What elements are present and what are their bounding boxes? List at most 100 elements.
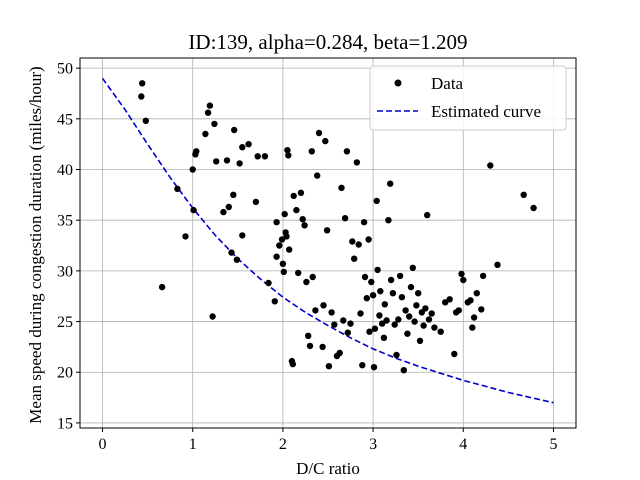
data-point	[261, 153, 269, 160]
data-point	[391, 321, 398, 328]
y-tick-label: 50	[57, 61, 73, 78]
data-point	[225, 203, 232, 211]
data-point	[425, 316, 433, 323]
data-point	[395, 316, 402, 323]
data-point	[479, 272, 487, 280]
y-tick-label: 45	[57, 111, 73, 128]
data-point	[273, 253, 280, 260]
data-point	[404, 330, 411, 337]
data-point	[293, 206, 300, 214]
data-point	[278, 236, 286, 243]
data-point	[223, 157, 231, 164]
x-tick-label: 3	[369, 436, 377, 453]
data-point	[230, 191, 237, 198]
data-point	[138, 93, 145, 100]
data-point	[365, 236, 372, 243]
y-tick-label: 25	[57, 314, 73, 331]
data-point	[204, 109, 212, 116]
data-point	[478, 306, 485, 313]
y-axis-label: Mean speed during congestion duration (m…	[26, 66, 45, 423]
data-point	[424, 211, 431, 219]
x-tick-label: 2	[279, 436, 287, 453]
data-point	[328, 309, 335, 316]
data-point	[306, 342, 314, 350]
chart-title: ID:139, alpha=0.284, beta=1.209	[188, 30, 467, 54]
data-point	[437, 328, 444, 335]
data-point	[357, 310, 364, 317]
data-point	[239, 144, 246, 151]
data-point	[530, 204, 537, 212]
data-point	[368, 278, 375, 286]
data-point	[416, 337, 424, 344]
data-point	[369, 292, 377, 299]
data-point	[344, 329, 351, 336]
data-point	[420, 322, 427, 329]
data-point	[297, 189, 305, 196]
y-tick-label: 40	[57, 162, 73, 179]
data-point	[338, 184, 345, 191]
data-point	[254, 153, 261, 160]
data-point	[228, 249, 235, 256]
data-point	[355, 241, 362, 248]
data-point	[284, 147, 291, 154]
data-point	[470, 314, 478, 321]
data-point	[206, 102, 214, 109]
data-point	[351, 255, 358, 262]
data-point	[431, 324, 438, 331]
data-point	[467, 297, 474, 304]
data-point	[378, 320, 386, 327]
x-tick-label: 0	[99, 436, 107, 453]
data-point	[406, 313, 413, 320]
data-point	[319, 343, 326, 351]
data-point	[265, 279, 272, 287]
data-point	[387, 276, 395, 284]
data-point	[393, 351, 400, 359]
data-point	[473, 290, 480, 297]
data-point	[520, 191, 527, 198]
data-point	[309, 273, 316, 281]
data-point	[320, 302, 327, 309]
plot-frame	[79, 57, 577, 429]
data-point	[347, 320, 354, 327]
data-point	[374, 266, 381, 274]
data-point	[407, 283, 415, 291]
x-tick-label: 1	[189, 436, 197, 453]
data-point	[389, 290, 397, 297]
data-point	[283, 233, 290, 240]
data-point	[312, 307, 319, 314]
data-point	[303, 278, 310, 286]
data-point	[213, 158, 220, 165]
y-tick-label: 35	[57, 213, 73, 230]
data-point	[380, 334, 388, 341]
data-point	[363, 295, 370, 302]
data-point	[377, 288, 384, 295]
data-point	[398, 294, 406, 301]
data-point	[139, 80, 146, 87]
data-point	[182, 233, 189, 240]
y-tick-label: 20	[57, 365, 73, 382]
data-point	[323, 227, 331, 234]
x-tick-label: 4	[459, 436, 467, 453]
data-point	[494, 261, 501, 268]
data-point	[413, 302, 420, 309]
data-point	[276, 242, 283, 249]
data-point	[469, 324, 476, 331]
data-point	[487, 162, 494, 169]
data-point	[231, 126, 238, 134]
data-point	[190, 206, 197, 214]
data-point	[349, 238, 356, 245]
data-point	[442, 299, 449, 306]
data-point	[451, 350, 458, 358]
data-point	[340, 317, 347, 324]
data-point	[290, 192, 297, 200]
data-point	[455, 307, 462, 314]
data-point	[239, 232, 246, 239]
data-point	[271, 298, 278, 305]
data-points-layer	[138, 80, 537, 374]
data-point	[299, 216, 306, 223]
data-point	[286, 246, 293, 253]
data-point	[361, 273, 369, 281]
data-point	[252, 198, 260, 206]
